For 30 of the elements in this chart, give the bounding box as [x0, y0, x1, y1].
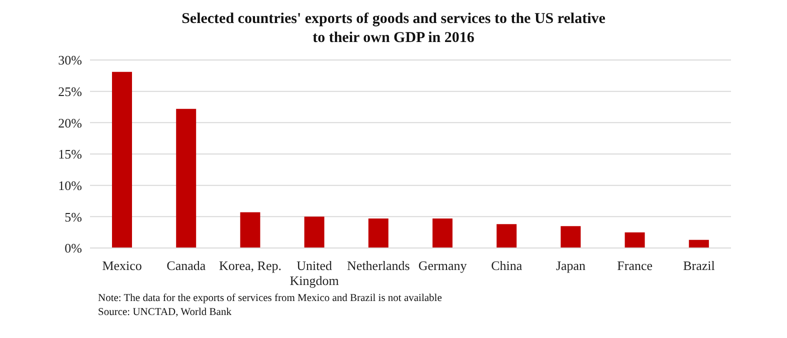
- x-tick-label: Japan: [556, 258, 586, 273]
- y-tick-label: 15%: [58, 146, 82, 162]
- y-tick-label: 20%: [58, 115, 82, 130]
- bar: [240, 212, 260, 248]
- y-tick-label: 0%: [64, 240, 82, 256]
- y-tick-label: 10%: [58, 178, 82, 193]
- bar: [496, 224, 517, 248]
- x-tick-label: Mexico: [102, 258, 142, 273]
- x-tick-label: France: [617, 258, 653, 273]
- bar: [560, 226, 581, 248]
- bar: [304, 216, 324, 248]
- y-tick-label: 30%: [58, 52, 82, 68]
- x-tick-label: Korea, Rep.: [219, 258, 282, 273]
- bar: [688, 240, 709, 248]
- x-tick-label: Canada: [166, 258, 206, 273]
- bar: [112, 72, 132, 248]
- x-tick-label: China: [491, 258, 522, 273]
- x-tick-label: United Kingdom: [290, 258, 339, 288]
- x-tick-label: Brazil: [683, 258, 716, 273]
- bar: [624, 232, 645, 248]
- y-tick-label: 25%: [58, 84, 82, 99]
- bar: [368, 218, 388, 248]
- y-tick-label: 5%: [64, 209, 82, 224]
- source-note: Source: UNCTAD, World Bank: [98, 306, 232, 320]
- chart-title: Selected countries' exports of goods and services to the US relative to their own GDP in 2016: [180, 10, 606, 48]
- bar: [432, 218, 452, 248]
- x-tick-label: Netherlands: [347, 258, 410, 273]
- x-tick-label: Germany: [418, 258, 468, 273]
- text: Note: The data for the exports of services from Mexico and Brazil is not available: [98, 292, 443, 306]
- bar: [176, 108, 196, 248]
